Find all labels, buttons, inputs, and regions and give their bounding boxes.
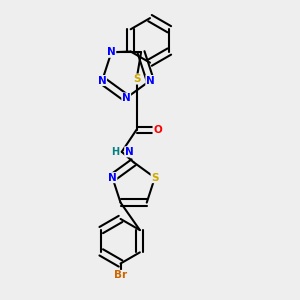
Text: N: N: [108, 173, 117, 183]
Text: N: N: [146, 76, 154, 85]
Text: N: N: [125, 147, 134, 157]
Text: N: N: [122, 93, 130, 103]
Text: H: H: [111, 147, 119, 157]
Text: Br: Br: [114, 270, 127, 280]
Text: N: N: [98, 76, 106, 85]
Text: S: S: [133, 74, 140, 84]
Text: O: O: [153, 124, 162, 135]
Text: S: S: [151, 173, 159, 183]
Text: N: N: [107, 47, 116, 57]
